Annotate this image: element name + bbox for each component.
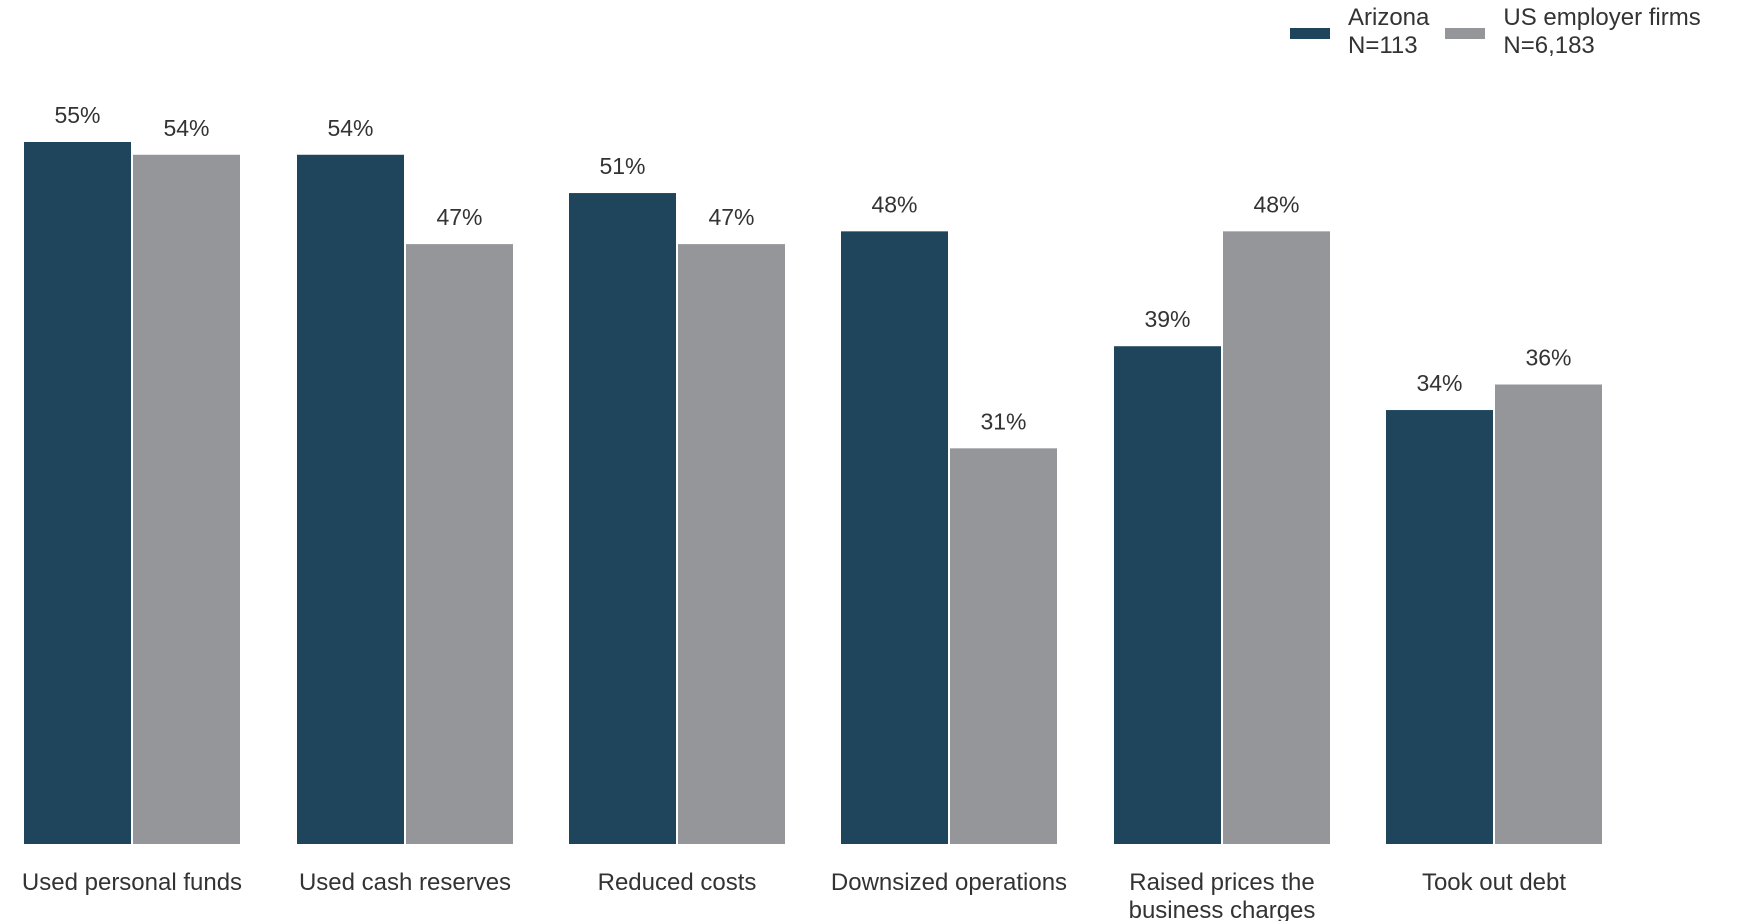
bar-us-employer-firms-raised-prices-the-business-charges [1223, 231, 1330, 844]
legend-text-arizona: Arizona N=113 [1348, 4, 1429, 60]
legend-swatch-arizona [1290, 27, 1330, 39]
legend-item-arizona: Arizona N=113 [1290, 4, 1429, 60]
category-label-reduced-costs: Reduced costs [598, 869, 757, 896]
data-label-us-employer-firms-downsized-operations: 31% [980, 408, 1026, 434]
category-label-downsized-operations: Downsized operations [831, 869, 1067, 896]
data-label-us-employer-firms-took-out-debt: 36% [1525, 345, 1571, 371]
data-label-arizona-downsized-operations: 48% [871, 191, 917, 217]
bar-arizona-used-personal-funds [24, 142, 131, 844]
legend: Arizona N=113 US employer firms N=6,183 [1290, 4, 1701, 60]
legend-swatch-us-employer-firms [1445, 27, 1486, 39]
legend-item-us-employer-firms: US employer firms N=6,183 [1445, 4, 1701, 60]
data-label-us-employer-firms-used-cash-reserves: 47% [436, 204, 482, 230]
legend-text-us-employer-firms: US employer firms N=6,183 [1503, 4, 1700, 60]
bar-us-employer-firms-downsized-operations [950, 448, 1057, 844]
bar-arizona-reduced-costs [569, 193, 676, 844]
category-label-took-out-debt: Took out debt [1422, 869, 1566, 896]
legend-sample-arizona: N=113 [1348, 32, 1418, 59]
bar-arizona-raised-prices-the-business-charges [1114, 346, 1221, 844]
data-label-us-employer-firms-used-personal-funds: 54% [163, 115, 209, 141]
legend-label-arizona: Arizona [1348, 4, 1430, 31]
data-label-arizona-raised-prices-the-business-charges: 39% [1144, 306, 1190, 332]
data-label-us-employer-firms-reduced-costs: 47% [708, 204, 754, 230]
data-label-arizona-took-out-debt: 34% [1416, 370, 1462, 396]
bar-us-employer-firms-reduced-costs [678, 244, 785, 845]
data-label-arizona-used-personal-funds: 55% [54, 102, 100, 128]
bar-arizona-downsized-operations [841, 231, 948, 844]
bar-us-employer-firms-took-out-debt [1495, 384, 1602, 844]
category-label-raised-prices-the-business-charges: Raised prices the business charges [1129, 869, 1316, 921]
legend-label-us-employer-firms: US employer firms [1503, 4, 1701, 31]
category-label-used-personal-funds: Used personal funds [22, 869, 242, 896]
bar-arizona-took-out-debt [1386, 410, 1493, 844]
data-label-arizona-used-cash-reserves: 54% [327, 115, 373, 141]
bar-us-employer-firms-used-cash-reserves [406, 244, 513, 845]
bar-us-employer-firms-used-personal-funds [133, 154, 240, 844]
category-label-used-cash-reserves: Used cash reserves [299, 869, 511, 896]
data-label-us-employer-firms-raised-prices-the-business-charges: 48% [1253, 191, 1299, 217]
data-label-arizona-reduced-costs: 51% [599, 153, 645, 179]
bar-arizona-used-cash-reserves [297, 154, 404, 844]
legend-sample-us-employer-firms: N=6,183 [1503, 32, 1595, 59]
